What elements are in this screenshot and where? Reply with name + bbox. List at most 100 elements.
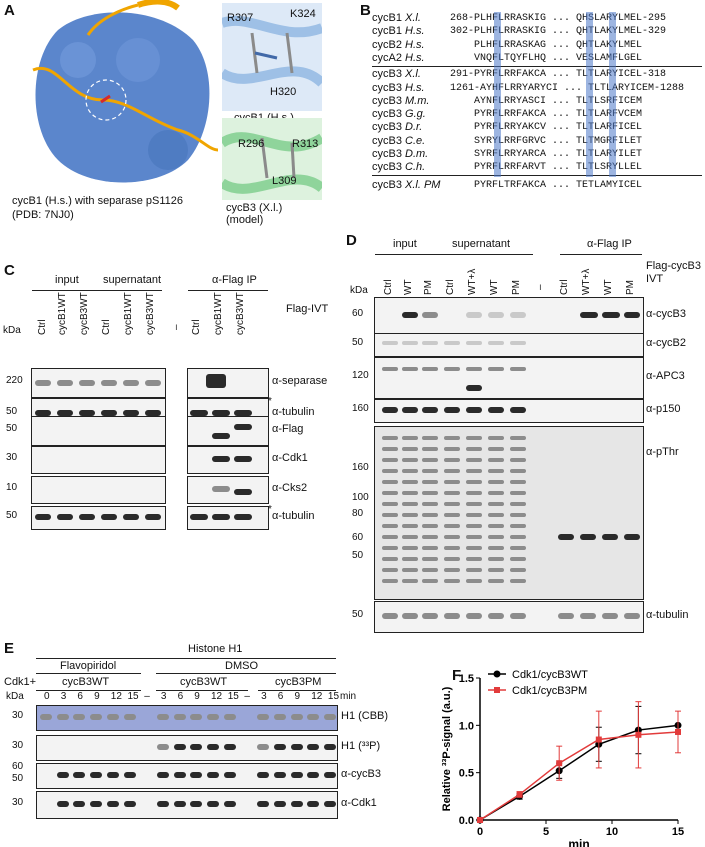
band <box>466 341 482 345</box>
band <box>56 772 69 778</box>
band <box>156 744 169 750</box>
band <box>382 546 398 550</box>
band <box>307 801 320 807</box>
band <box>90 714 103 720</box>
band <box>402 524 418 528</box>
band <box>466 436 482 440</box>
band <box>488 524 504 528</box>
band <box>402 367 418 371</box>
band <box>444 568 460 572</box>
band <box>145 514 161 520</box>
alignment-row-sequence: 302-PLHFLRRASKIG ... QHTLAKYLMEL-329 <box>450 26 667 38</box>
band <box>273 772 286 778</box>
band <box>190 514 208 520</box>
band <box>466 407 482 413</box>
e-marker: 50 <box>12 773 24 784</box>
e-blot-label: α-Cdk1 <box>341 797 377 809</box>
band <box>510 458 526 462</box>
band <box>223 801 236 807</box>
band <box>207 744 219 750</box>
band <box>510 469 526 473</box>
band <box>402 535 418 539</box>
d-blot-label: α-p150 <box>646 403 681 415</box>
band <box>382 458 398 462</box>
alignment-row-name: cycB3 M.m. <box>372 94 430 107</box>
band <box>580 534 596 540</box>
data-point <box>595 736 602 743</box>
data-point <box>477 817 483 823</box>
band <box>290 714 303 720</box>
band <box>488 557 504 561</box>
c-blot-label: α-Flag <box>272 423 304 435</box>
band <box>444 469 460 473</box>
band <box>510 367 526 371</box>
band <box>466 613 482 619</box>
d-marker: 60 <box>352 532 364 543</box>
band <box>382 480 398 484</box>
band <box>123 410 139 416</box>
band <box>73 772 86 778</box>
d-blot-label: α-pThr <box>646 446 679 458</box>
band <box>212 433 230 439</box>
d-kda: kDa <box>350 285 368 296</box>
band <box>602 613 618 619</box>
band <box>422 341 438 345</box>
band <box>212 486 230 492</box>
band <box>402 579 418 583</box>
band <box>444 447 460 451</box>
band <box>402 491 418 495</box>
cycb1-structure-image <box>32 0 218 183</box>
d-lane-label: WT+λ <box>467 268 478 295</box>
band <box>510 579 526 583</box>
band <box>466 524 482 528</box>
d-marker: 60 <box>352 308 364 319</box>
band <box>79 380 95 386</box>
band <box>207 772 219 778</box>
e-time-label: 0 <box>44 691 50 702</box>
e-time-label: 9 <box>94 691 100 702</box>
band <box>466 579 482 583</box>
y-tick-label: 1.5 <box>459 673 474 685</box>
panel-label-e: E <box>4 640 15 657</box>
band <box>444 513 460 517</box>
kinase-activity-chart: 0 5 10 15 0.0 0.5 1.0 1.5 min Relative ³³P-signal… <box>441 669 684 847</box>
alignment-row-sequence: 268-PLHFLRRASKIG ... QHSLARYLMEL-295 <box>450 13 667 24</box>
c-lane-label: cycB3WT <box>235 292 246 335</box>
band <box>624 312 640 318</box>
d-blot <box>374 333 644 357</box>
c-blot-label: α-Cdk1 <box>272 452 308 464</box>
d-header-ivt2: IVT <box>646 273 664 285</box>
c-lane-label: cycB3WT <box>79 292 90 335</box>
data-point <box>675 728 681 735</box>
e-time-label: 3 <box>60 691 67 702</box>
c-blot-left <box>31 506 166 530</box>
d-blot-label: α-cycB2 <box>646 337 686 349</box>
band <box>422 367 438 371</box>
band <box>382 568 398 572</box>
band <box>123 801 136 807</box>
band <box>101 380 117 386</box>
d-lane-label: Ctrl <box>559 279 570 295</box>
e-marker: 60 <box>12 761 24 772</box>
band <box>488 513 504 517</box>
band <box>145 380 161 386</box>
d-marker: 50 <box>352 609 364 620</box>
band <box>422 480 438 484</box>
band <box>382 447 398 451</box>
series-line <box>479 731 679 821</box>
c-blot-right <box>187 416 269 446</box>
band <box>90 801 103 807</box>
d-marker: 50 <box>352 337 364 348</box>
alignment-row-name: cycA2 H.s. <box>372 51 425 64</box>
band <box>123 772 136 778</box>
band <box>580 312 598 318</box>
band <box>488 502 504 506</box>
e-time-label: 3 <box>261 691 267 702</box>
band <box>190 410 208 416</box>
band <box>510 312 526 318</box>
band <box>273 801 286 807</box>
d-lane-label: PM <box>511 280 522 295</box>
c-marker: 30 <box>6 452 18 463</box>
band <box>422 407 438 413</box>
e-time-label: 12 <box>110 691 122 702</box>
